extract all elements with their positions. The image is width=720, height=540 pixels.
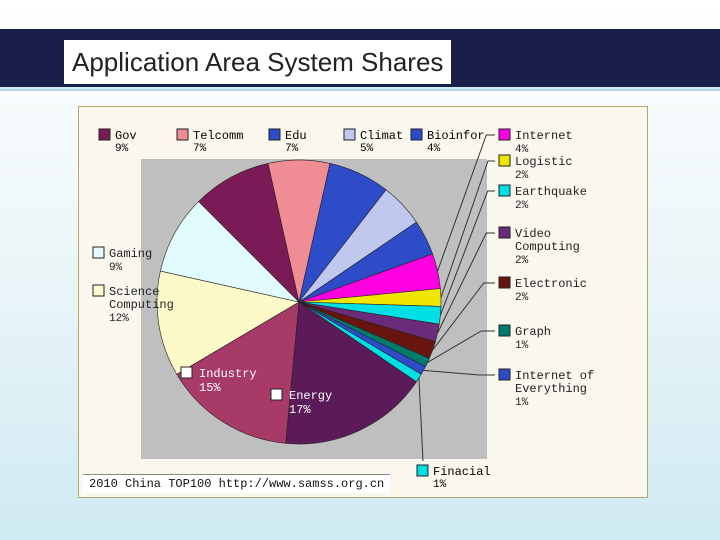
page-title: Application Area System Shares [64,40,451,84]
svg-text:Internet of: Internet of [515,369,594,383]
svg-text:2%: 2% [515,255,529,267]
svg-text:Science: Science [109,285,159,299]
svg-text:2%: 2% [515,170,529,182]
svg-text:Graph: Graph [515,325,551,339]
svg-text:4%: 4% [427,143,441,155]
svg-text:Electronic: Electronic [515,277,587,291]
svg-text:Finacial: Finacial [433,465,491,479]
svg-text:1%: 1% [433,479,447,491]
header-underline [0,87,720,91]
svg-text:1%: 1% [515,397,529,409]
svg-text:Edu: Edu [285,129,307,143]
svg-text:2%: 2% [515,200,529,212]
svg-text:1%: 1% [515,340,529,352]
svg-text:9%: 9% [115,143,129,155]
svg-text:9%: 9% [109,262,123,274]
svg-text:17%: 17% [289,403,311,417]
pie-chart-frame: Gov9%Telcomm7%Edu7%Climat5%Bioinfor4%Int… [78,106,648,498]
svg-text:5%: 5% [360,143,374,155]
pie-chart-svg: Gov9%Telcomm7%Edu7%Climat5%Bioinfor4%Int… [79,107,647,497]
svg-text:15%: 15% [199,381,221,395]
svg-text:Computing: Computing [109,298,174,312]
svg-text:Telcomm: Telcomm [193,129,243,143]
chart-footer-attribution: 2010 China TOP100 http://www.samss.org.c… [83,474,390,493]
svg-text:Gaming: Gaming [109,247,152,261]
svg-text:7%: 7% [285,143,299,155]
svg-text:7%: 7% [193,143,207,155]
svg-text:12%: 12% [109,313,129,325]
svg-text:Gov: Gov [115,129,137,143]
svg-text:Internet: Internet [515,129,573,143]
svg-text:Bioinfor: Bioinfor [427,129,485,143]
svg-text:Everything: Everything [515,382,587,396]
svg-text:Earthquake: Earthquake [515,185,587,199]
svg-text:Energy: Energy [289,389,332,403]
svg-text:Video: Video [515,227,551,241]
svg-text:Logistic: Logistic [515,155,573,169]
svg-text:2%: 2% [515,292,529,304]
svg-text:Industry: Industry [199,367,257,381]
svg-text:Computing: Computing [515,240,580,254]
svg-text:Climat: Climat [360,129,403,143]
